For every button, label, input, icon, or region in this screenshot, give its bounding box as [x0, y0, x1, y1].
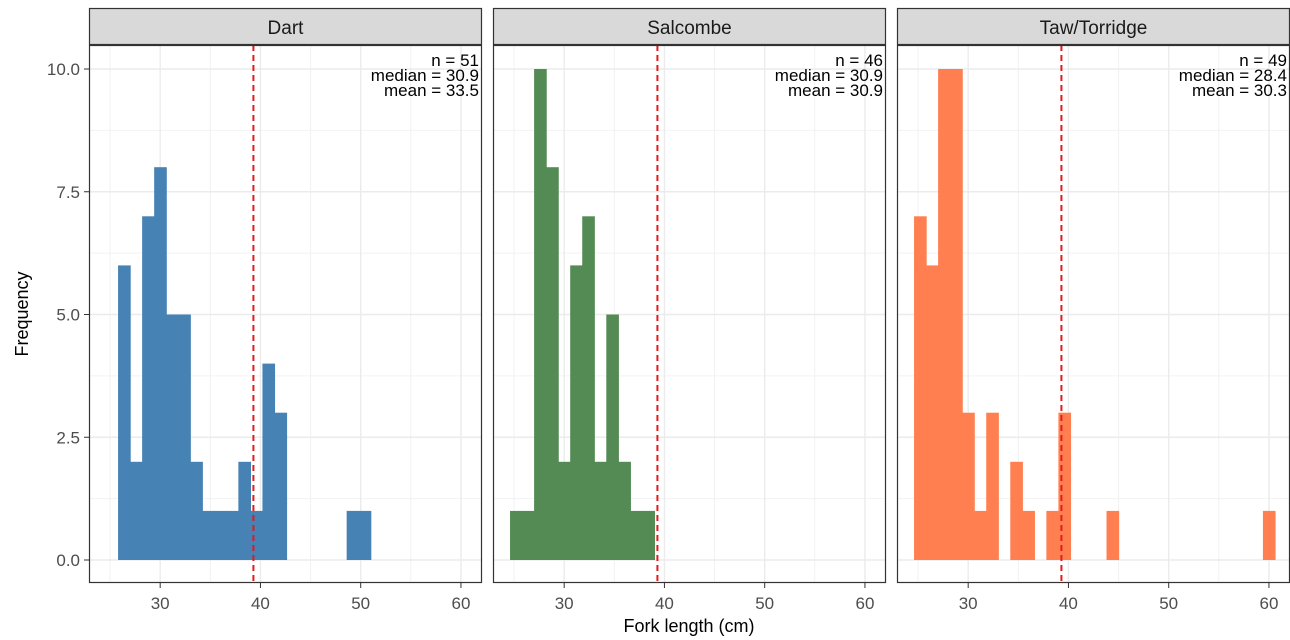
- histogram-bar: [582, 216, 595, 561]
- stat-annotation: mean = 30.9: [788, 81, 883, 100]
- histogram-bar: [1010, 461, 1023, 560]
- histogram-bar: [1022, 510, 1035, 560]
- x-tick-label: 60: [1259, 594, 1278, 613]
- stat-annotation: mean = 33.5: [384, 81, 479, 100]
- x-tick-label: 30: [151, 594, 170, 613]
- histogram-bar: [166, 314, 179, 560]
- stat-annotation: median = 30.9: [371, 66, 479, 85]
- histogram-bar: [1046, 510, 1060, 560]
- histogram-bar: [962, 412, 975, 560]
- histogram-bar: [346, 510, 360, 560]
- x-tick-label: 60: [451, 594, 470, 613]
- stat-annotation: median = 30.9: [775, 66, 883, 85]
- y-tick-label: 10.0: [47, 60, 80, 79]
- x-tick-label: 50: [351, 594, 370, 613]
- y-tick-label: 5.0: [56, 306, 80, 325]
- histogram-bar: [986, 412, 999, 560]
- histogram-bar: [618, 461, 631, 560]
- panel-border: [88, 44, 483, 584]
- x-tick-label: 40: [1059, 594, 1078, 613]
- histogram-bar: [1106, 510, 1120, 560]
- histogram-bar: [642, 510, 656, 560]
- x-axis-title: Fork length (cm): [623, 616, 754, 636]
- x-tick-label: 40: [251, 594, 270, 613]
- stat-annotation: n = 49: [1239, 51, 1287, 70]
- histogram-bar: [570, 265, 583, 560]
- histogram-bar: [238, 461, 252, 560]
- histogram-bar: [1058, 412, 1072, 560]
- histogram-bar: [214, 510, 227, 560]
- x-tick-label: 50: [1159, 594, 1178, 613]
- stat-annotation: mean = 30.3: [1192, 81, 1287, 100]
- histogram-bar: [974, 510, 987, 560]
- histogram-bar: [510, 510, 523, 560]
- x-tick-label: 50: [755, 594, 774, 613]
- histogram-bar: [534, 69, 547, 560]
- facet-strip: [88, 7, 483, 46]
- histogram-bar: [950, 69, 963, 560]
- histogram-bar: [274, 412, 288, 560]
- stat-annotation: n = 46: [835, 51, 883, 70]
- histogram-bar: [546, 167, 559, 560]
- x-tick-label: 30: [555, 594, 574, 613]
- histogram-bar: [558, 461, 571, 560]
- histogram-bar: [226, 510, 239, 560]
- histogram-bar: [522, 510, 535, 560]
- histogram-bar: [250, 510, 264, 560]
- histogram-bar: [630, 510, 643, 560]
- histogram-bar: [938, 69, 951, 560]
- histogram-bar: [178, 314, 191, 560]
- y-axis-title: Frequency: [12, 271, 32, 356]
- histogram-bar: [118, 265, 131, 560]
- histogram-bar: [202, 510, 215, 560]
- facet-strip-label: Salcombe: [647, 18, 732, 39]
- histogram-bar: [594, 461, 607, 560]
- facet-strip: [492, 7, 887, 46]
- stat-annotation: median = 28.4: [1179, 66, 1287, 85]
- histogram-bar: [926, 265, 939, 560]
- histogram-bar: [142, 216, 155, 561]
- y-tick-label: 2.5: [56, 428, 80, 447]
- panel-border: [492, 44, 887, 584]
- stat-annotation: n = 51: [431, 51, 479, 70]
- histogram-bar: [130, 461, 143, 560]
- histogram-bar: [606, 314, 619, 560]
- x-tick-label: 30: [959, 594, 978, 613]
- x-tick-label: 60: [855, 594, 874, 613]
- x-tick-label: 40: [655, 594, 674, 613]
- histogram-bar: [358, 510, 372, 560]
- facet-strip: [896, 7, 1290, 46]
- y-tick-label: 0.0: [56, 551, 80, 570]
- y-tick-label: 7.5: [56, 183, 80, 202]
- histogram-bar: [154, 167, 167, 560]
- facet-strip-label: Dart: [268, 18, 305, 39]
- histogram-bar: [190, 461, 203, 560]
- facet-strip-label: Taw/Torridge: [1040, 18, 1148, 39]
- histogram-bar: [262, 363, 276, 560]
- histogram-bar: [914, 216, 927, 561]
- histogram-bar: [1262, 510, 1276, 560]
